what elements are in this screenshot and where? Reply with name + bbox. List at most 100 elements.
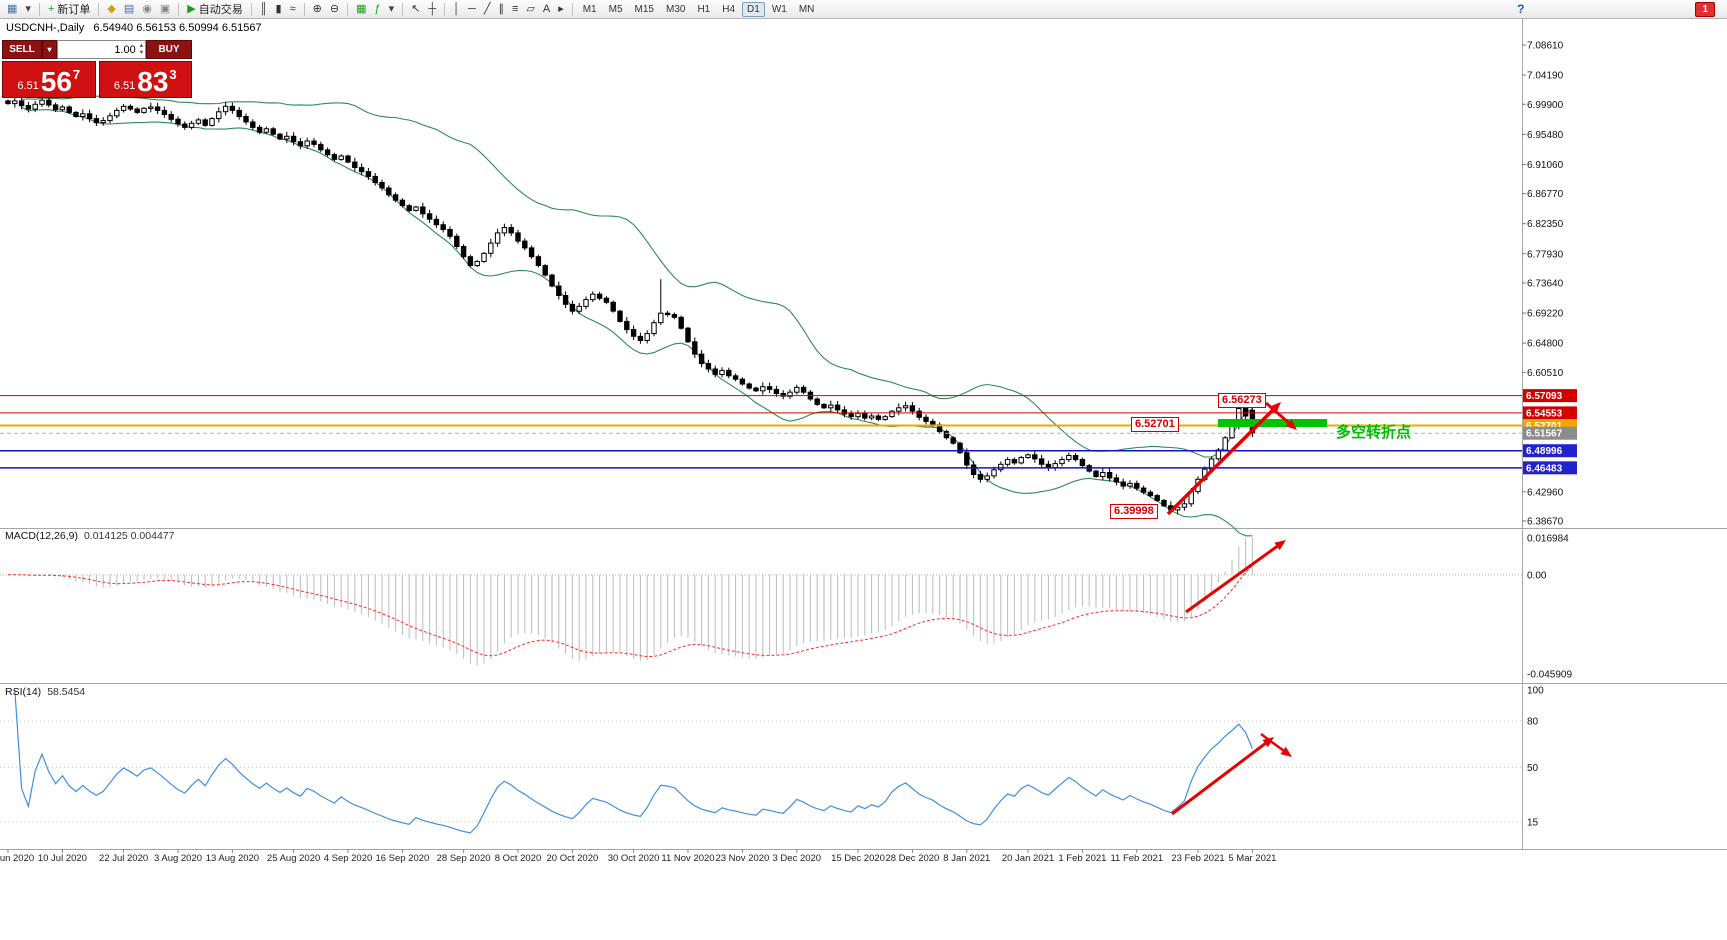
turning-point-label[interactable]: 多空转折点 — [1336, 424, 1412, 441]
bar-chart-mode-icon[interactable]: ║ — [257, 1, 271, 17]
volume-up-icon[interactable]: ▴ — [139, 42, 143, 49]
timeframe-m5[interactable]: M5 — [608, 3, 623, 15]
candlestick-mode-icon[interactable]: ▮ — [273, 1, 285, 17]
date-axis[interactable]: 26 Jun 2020 10 Jul 2020 22 Jul 2020 3 Aug 2… — [0, 849, 1276, 864]
timeframe-m1[interactable]: M1 — [582, 3, 597, 15]
date-axis-label: 28 Sep 2020 — [437, 853, 491, 864]
channel-icon-glyph: ∥ — [498, 3, 504, 15]
horizontal-line-icon[interactable]: ─ — [465, 1, 479, 17]
autotrading-button-glyph: ▶ — [187, 3, 196, 15]
timeframe-m30[interactable]: M30 — [665, 3, 686, 15]
main-pullback-arrow[interactable] — [1265, 401, 1297, 430]
tile-windows-icon[interactable]: ▦ — [353, 1, 369, 17]
macd-trend-arrow[interactable] — [1185, 540, 1286, 614]
toolbar-separator — [38, 2, 40, 16]
timeframe-mn[interactable]: MN — [798, 3, 815, 15]
turning-point-bar[interactable] — [1218, 419, 1327, 427]
price-tag-text: 6.52701 — [1526, 421, 1563, 432]
date-axis-label: 13 Aug 2020 — [206, 853, 259, 864]
trendline-icon[interactable]: ╱ — [481, 1, 494, 17]
price-annotation-mid[interactable]: 6.52701 — [1131, 417, 1179, 432]
new-order-button[interactable]: + 新订单 — [45, 1, 93, 17]
price-annotation-low[interactable]: 6.39998 — [1110, 504, 1158, 519]
rsi-trend-arrow[interactable] — [1171, 737, 1274, 816]
price-tag — [1523, 444, 1577, 458]
zoom-in-icon-glyph: ⊕ — [312, 3, 322, 15]
toolbar-separator — [98, 2, 100, 16]
macd-axis-label: -0.045909 — [1527, 669, 1572, 680]
line-chart-mode-icon[interactable]: ≈ — [287, 1, 299, 17]
price-axis-label: 6.77930 — [1527, 249, 1564, 260]
timeframe-m15[interactable]: M15 — [634, 3, 654, 15]
rsi-indicator-label: RSI(14) 58.5454 — [5, 686, 85, 698]
price-tag-text: 6.57093 — [1526, 391, 1563, 402]
terminal-icon-glyph: ▣ — [159, 3, 171, 15]
rsi-axis-label: 50 — [1527, 763, 1539, 774]
crosshair-icon[interactable]: ┼ — [425, 1, 439, 17]
timeframe-d1[interactable]: D1 — [742, 1, 765, 17]
sell-price-box[interactable]: 6.51 56 7 — [2, 61, 96, 98]
price-tag-text: 6.54553 — [1526, 408, 1563, 419]
channel-icon[interactable]: ∥ — [495, 1, 507, 17]
price-tag — [1523, 406, 1577, 420]
tile-windows-icon-glyph: ▦ — [356, 3, 367, 15]
market-watch-icon[interactable]: ◆ — [104, 1, 118, 17]
text-label-icon-glyph: A — [542, 3, 551, 15]
price-axis-label: 6.64800 — [1527, 339, 1564, 350]
notifications-badge[interactable]: 1 — [1695, 1, 1715, 17]
autotrading-button-label: 自动交易 — [198, 4, 243, 16]
data-window-icon[interactable]: ▤ — [121, 1, 137, 17]
volume-input[interactable] — [58, 43, 138, 56]
chart-window-icon[interactable]: ▦ — [4, 1, 20, 17]
help-icon[interactable]: ? — [1517, 2, 1525, 16]
main-trend-arrow[interactable] — [1166, 402, 1281, 516]
indicators-menu-icon[interactable]: ƒ — [371, 1, 383, 17]
fibonacci-icon-glyph: ≡ — [511, 3, 519, 15]
price-axis-label: 6.73640 — [1527, 278, 1564, 289]
shapes-icon[interactable]: ▱ — [523, 1, 537, 17]
buy-price-pip: 3 — [169, 67, 177, 82]
buy-price-main: 83 — [137, 66, 169, 97]
navigator-icon[interactable]: ◉ — [139, 1, 155, 17]
price-axis[interactable]: 7.08610 7.04190 6.99900 6.95480 6.91060 6.867… — [1522, 40, 1577, 528]
date-axis-label: 23 Nov 2020 — [715, 853, 769, 864]
volume-down-icon[interactable]: ▾ — [139, 48, 143, 56]
toolbar-buttons: ▦ ▾ + 新订单 ◆ ▤ ◉ ▣ ▶ 自动交易 ║ ▮ ≈ ⊕ ⊖ ▦ ƒ ▾ ↖ ┼ │ ─ ╱ ∥ ≡ ▱ A ▸ — [3, 1, 577, 17]
date-axis-label: 8 Jan 2021 — [943, 853, 990, 864]
vertical-line-icon[interactable]: │ — [450, 1, 463, 17]
price-annotation-high[interactable]: 6.56273 — [1218, 393, 1266, 408]
cursor-icon[interactable]: ↖ — [408, 1, 423, 17]
timeframe-h1[interactable]: H1 — [697, 3, 711, 15]
buy-price-box[interactable]: 6.51 83 3 — [98, 61, 192, 98]
toolbar-separator — [402, 2, 404, 16]
date-axis-label: 8 Oct 2020 — [495, 853, 541, 864]
timeframe-w1[interactable]: W1 — [771, 3, 787, 15]
rsi-axis-label: 15 — [1527, 817, 1539, 828]
macd-signal-line — [7, 564, 1253, 658]
text-label-icon[interactable]: A — [540, 1, 553, 17]
price-axis-label: 6.69220 — [1527, 309, 1564, 320]
autotrading-button[interactable]: ▶ 自动交易 — [184, 1, 245, 17]
macd-axis-label: 0.016984 — [1527, 534, 1569, 545]
zoom-in-icon[interactable]: ⊕ — [310, 1, 325, 17]
fibonacci-icon[interactable]: ≡ — [509, 1, 521, 17]
volume-steppers: ▴ ▾ — [138, 42, 145, 56]
new-order-button-label: 新订单 — [57, 4, 91, 16]
price-axis-label: 6.91060 — [1527, 160, 1564, 171]
buy-button[interactable]: BUY — [146, 40, 192, 59]
arrows-menu-icon[interactable]: ▸ — [555, 1, 567, 17]
chart-list-dropdown[interactable]: ▾ — [22, 1, 34, 17]
macd-values: 0.014125 0.004477 — [83, 530, 175, 542]
terminal-icon[interactable]: ▣ — [157, 1, 173, 17]
rsi-pullback-arrow[interactable] — [1260, 732, 1292, 757]
timeframe-h4[interactable]: H4 — [722, 3, 736, 15]
sell-button[interactable]: SELL — [2, 40, 42, 59]
shapes-icon-glyph: ▱ — [526, 3, 535, 15]
timeframe-buttons: M1 M5 M15 M30 H1 H4 D1 W1 MN — [577, 1, 821, 17]
toolbar-separator — [250, 2, 252, 16]
periods-menu-icon[interactable]: ▾ — [386, 1, 398, 17]
sell-options-dropdown-icon[interactable]: ▾ — [42, 40, 57, 59]
zoom-out-icon[interactable]: ⊖ — [327, 1, 342, 17]
horizontal-line-icon-glyph: ─ — [468, 3, 476, 15]
